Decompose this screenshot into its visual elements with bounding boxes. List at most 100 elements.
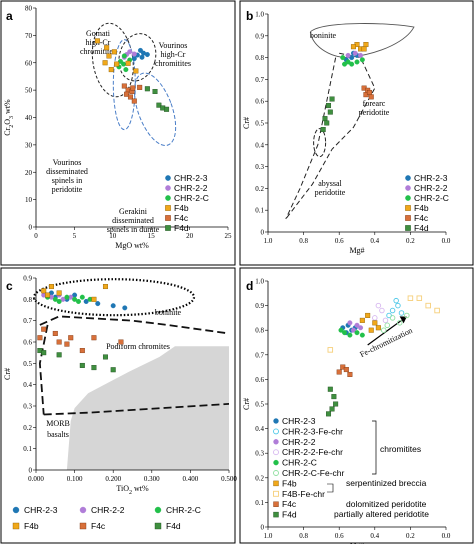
legend-marker [273, 470, 279, 476]
data-point-f4c [64, 341, 70, 347]
y-tick-label: 0.6 [255, 98, 264, 106]
data-point-f4c [368, 94, 374, 100]
x-tick-label: 0.8 [299, 237, 308, 245]
data-point-f4c [79, 348, 85, 354]
legend-label: CHR-2-C [166, 505, 201, 515]
x-tick-label: 0.6 [335, 532, 344, 540]
legend-label: F4b [174, 203, 189, 213]
group-label-dolomitized: dolomitized peridotite [346, 499, 427, 509]
data-point-f4d [329, 406, 335, 412]
y-tick-label: 0.3 [255, 163, 264, 171]
y-tick-label: 40 [25, 114, 33, 122]
data-point-chr-2-2 [352, 50, 358, 56]
data-point-f4d [326, 103, 332, 109]
x-axis-label: Mg# [349, 246, 364, 255]
data-point-f4b-fe-chr [416, 295, 423, 301]
data-point-f4c [121, 83, 127, 89]
data-point-chr-2-3 [349, 55, 355, 61]
data-point-f4b-fe-chr [425, 302, 431, 309]
x-tick-label: 0 [34, 232, 38, 240]
annotation-vourinos-dissem: Vourinos [53, 158, 82, 167]
data-point-chr-2-c [121, 61, 127, 67]
legend-label: CHR-2-C [174, 193, 209, 203]
data-point-chr-2-3 [95, 301, 101, 307]
data-point-f4d [326, 411, 332, 417]
data-point-f4c [118, 339, 124, 345]
data-point-f4b [114, 61, 120, 67]
data-point-chr-2-c [342, 330, 348, 336]
y-tick-label: 0.8 [255, 327, 264, 335]
x-tick-label: 0.2 [406, 532, 415, 540]
data-point-f4c [68, 335, 74, 341]
data-point-f4b [48, 284, 54, 290]
data-point-f4d [322, 116, 328, 122]
data-point-chr-2-3 [131, 56, 137, 62]
legend-marker [405, 225, 411, 231]
x-tick-label: 0.8 [299, 532, 308, 540]
data-point-f4d [327, 109, 333, 115]
data-point-chr-2-2 [354, 322, 360, 328]
y-tick-label: 0.8 [23, 296, 32, 304]
data-point-chr-2-2-fe-chr [379, 307, 385, 314]
y-tick-label: 1.0 [255, 278, 264, 286]
legend-marker [165, 225, 171, 231]
annotation-morb: basalts [47, 430, 69, 439]
legend-label: F4c [174, 213, 189, 223]
data-point-chr-2-3-fe-chr [389, 307, 396, 314]
annotation-morb: MORB [46, 419, 70, 428]
x-tick-label: 25 [225, 232, 233, 240]
y-tick-label: 0.3 [23, 403, 32, 411]
legend-label: F4b [282, 478, 297, 488]
y-tick-label: 0.5 [255, 120, 264, 128]
y-tick-label: 10 [25, 196, 33, 204]
legend-marker [405, 215, 411, 221]
data-point-f4c [52, 330, 58, 336]
data-point-f4b [361, 46, 367, 52]
y-tick-label: 50 [25, 87, 33, 95]
y-tick-label: 0.3 [255, 450, 264, 458]
panel-d: d1.0 0.8 0.6 0.4 0.2 0.000.10.20.30.40.50.60.… [239, 267, 474, 544]
y-tick-label: 80 [25, 5, 33, 13]
data-point-f4c [56, 339, 62, 345]
data-point-chr-2-c [354, 330, 360, 336]
data-point-chr-2-2 [60, 296, 66, 302]
y-axis-label: Cr# [242, 398, 251, 410]
data-point-f4b [350, 44, 356, 50]
x-tick-label: 0.500 [221, 475, 237, 483]
data-point-chr-2-2 [127, 49, 133, 55]
data-point-f4d [329, 96, 335, 102]
data-point-f4d [324, 120, 330, 126]
x-axis-label: Mg# [349, 541, 364, 544]
y-tick-label: 0.7 [255, 351, 264, 359]
data-point-f4b [133, 68, 139, 74]
y-tick-label: 70 [25, 32, 33, 40]
data-point-chr-2-c [345, 59, 351, 65]
data-point-f4c [41, 326, 47, 332]
data-point-chr-2-c [52, 296, 58, 302]
annotation-vourinos-dissem: spinels in [52, 176, 82, 185]
y-tick-label: 0.4 [255, 141, 264, 149]
data-point-f4b [359, 317, 365, 323]
legend-marker [79, 506, 87, 514]
data-point-f4b [372, 320, 378, 326]
x-tick-label: 15 [148, 232, 156, 240]
data-point-f4b [108, 67, 114, 73]
data-point-f4b [125, 60, 131, 66]
data-point-f4c [37, 335, 43, 341]
data-point-chr-2-2 [131, 51, 137, 57]
group-label-partially-altered: partially altered peridotite [334, 509, 429, 519]
y-tick-label: 0.1 [255, 207, 264, 215]
data-point-chr-2-c-fe-chr [389, 315, 396, 321]
panel-letter: c [6, 279, 13, 293]
data-point-f4c [347, 371, 353, 377]
data-point-chr-2-c [121, 53, 127, 59]
data-point-chr-2-c-fe-chr [384, 322, 391, 329]
legend-marker [273, 428, 279, 435]
annotation-vourinos-dissem: disseminated [46, 167, 88, 176]
annotation-vourinos: high-Cr [161, 50, 186, 59]
annotation-abyssal: abyssal [318, 179, 342, 188]
annotation-boninite: boninite [155, 308, 182, 317]
data-point-f4b [41, 288, 47, 294]
panel-frame [239, 267, 474, 544]
